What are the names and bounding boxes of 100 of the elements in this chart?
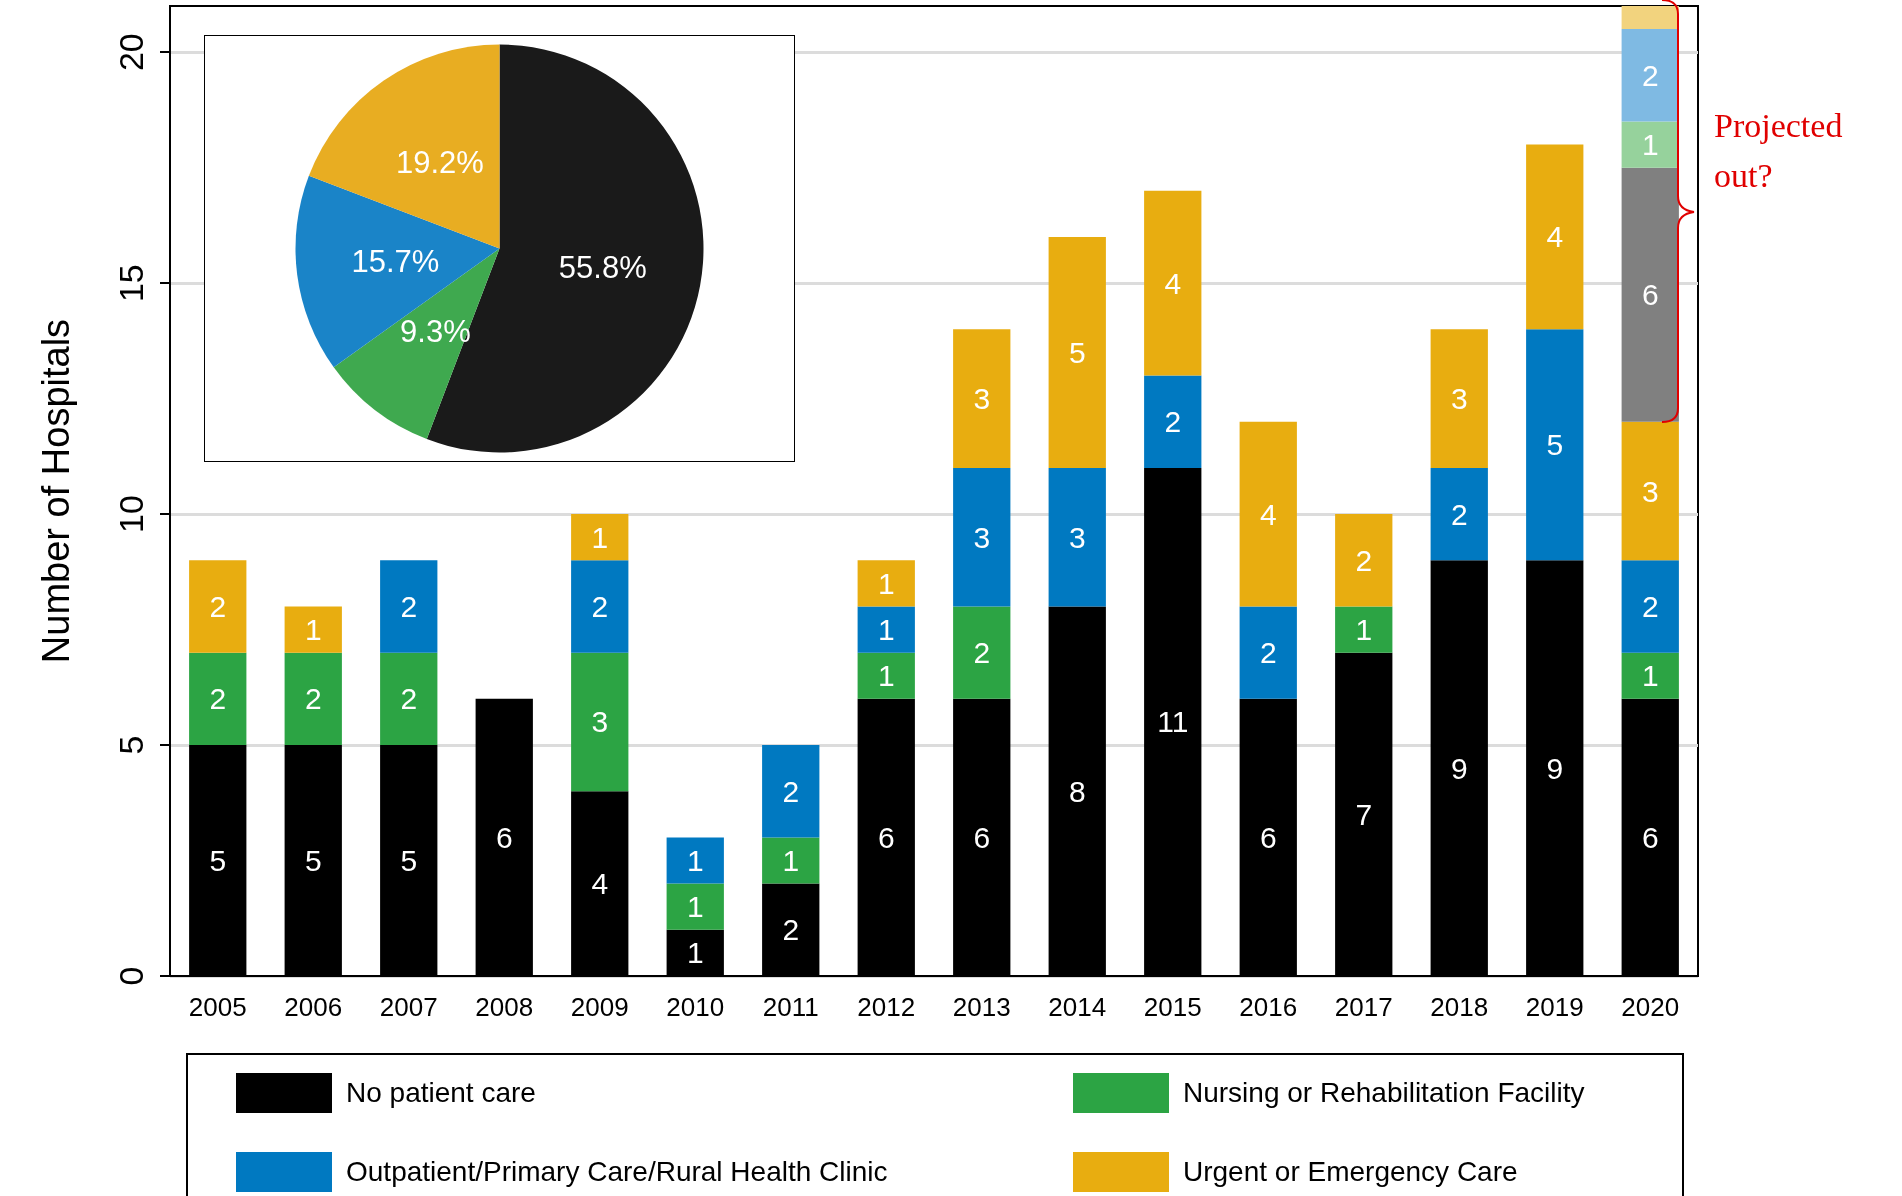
- data-label: 5: [304, 844, 322, 878]
- x-tick-label: 2007: [379, 992, 438, 1022]
- data-label: 1: [1641, 128, 1659, 162]
- bar: [762, 745, 820, 838]
- data-label: 2: [1641, 589, 1659, 623]
- bar: [380, 652, 438, 746]
- data-label: 11: [1157, 705, 1189, 739]
- data-label: 15.7%: [351, 244, 440, 280]
- x-tick-label: 2005: [188, 992, 247, 1022]
- bar: [571, 652, 629, 792]
- data-label: 1: [304, 613, 322, 647]
- bar: [1621, 421, 1679, 561]
- data-label: 6: [877, 820, 895, 854]
- data-label: 2: [591, 589, 609, 623]
- data-label: 9: [1450, 751, 1468, 785]
- bar: [666, 837, 724, 884]
- bar: [1144, 375, 1202, 468]
- bar: [1621, 652, 1679, 699]
- data-label: 1: [686, 936, 704, 970]
- data-label: 2: [209, 682, 227, 716]
- bar: [953, 606, 1011, 699]
- y-tick-label: 5: [112, 735, 150, 755]
- bar: [284, 606, 342, 653]
- data-label: 2: [209, 589, 227, 623]
- x-tick-label: 2018: [1430, 992, 1489, 1022]
- data-label: 7: [1355, 797, 1373, 831]
- data-label: 3: [973, 382, 991, 416]
- data-label: 6: [1259, 820, 1277, 854]
- x-tick-label: 2019: [1525, 992, 1584, 1022]
- data-label: 1: [686, 890, 704, 924]
- data-label: 6: [1641, 278, 1659, 312]
- x-tick-label: 2012: [857, 992, 916, 1022]
- data-label: 8: [1068, 774, 1086, 808]
- legend-label: Urgent or Emergency Care: [1183, 1156, 1518, 1188]
- data-label: 1: [1355, 613, 1373, 647]
- data-label: 3: [1641, 474, 1659, 508]
- bar: [1335, 514, 1393, 607]
- bar: [857, 606, 915, 653]
- data-label: 2: [400, 589, 418, 623]
- data-label: 1: [686, 844, 704, 878]
- bar: [571, 560, 629, 653]
- data-label: 4: [1259, 497, 1277, 531]
- data-label: 5: [400, 844, 418, 878]
- data-label: 2: [400, 682, 418, 716]
- data-label: 5: [209, 844, 227, 878]
- bar: [953, 467, 1011, 607]
- y-tick-label: 0: [112, 966, 150, 986]
- bar: [189, 560, 247, 653]
- bar: [284, 652, 342, 746]
- data-label: 3: [1068, 520, 1086, 554]
- bar: [1621, 6, 1679, 30]
- x-tick-label: 2006: [284, 992, 343, 1022]
- data-label: 2: [1641, 58, 1659, 92]
- x-tick-label: 2008: [475, 992, 534, 1022]
- text: Projected out?: [1714, 106, 1851, 194]
- x-tick-label: 2013: [952, 992, 1011, 1022]
- bar: [1239, 421, 1297, 607]
- data-label: 2: [1450, 497, 1468, 531]
- bar: [857, 560, 915, 607]
- x-tick-label: 2011: [762, 992, 819, 1022]
- data-label: 1: [591, 520, 609, 554]
- x-tick-label: 2010: [666, 992, 725, 1022]
- bar: [1526, 144, 1584, 330]
- data-label: 3: [973, 520, 991, 554]
- data-label: 4: [1546, 220, 1564, 254]
- data-label: 5: [1068, 335, 1086, 369]
- x-tick-label: 2017: [1334, 992, 1393, 1022]
- x-tick-label: 2020: [1621, 992, 1680, 1022]
- data-label: 9.3%: [400, 314, 471, 350]
- bar: [1239, 606, 1297, 699]
- data-label: 2: [973, 636, 991, 670]
- bar: [380, 560, 438, 653]
- bar: [1048, 467, 1106, 607]
- y-tick-label: 15: [112, 264, 150, 303]
- bar: [189, 652, 247, 746]
- data-label: 2: [782, 774, 800, 808]
- bar: [1621, 29, 1679, 122]
- data-label: 6: [973, 820, 991, 854]
- bar: [1048, 236, 1106, 468]
- bar: [1621, 121, 1679, 168]
- data-label: 1: [877, 566, 895, 600]
- y-axis-title: Number of Hospitals: [35, 318, 77, 664]
- data-label: 1: [1641, 659, 1659, 693]
- bar: [1621, 167, 1679, 422]
- data-label: 2: [782, 913, 800, 947]
- legend-label: Outpatient/Primary Care/Rural Health Clinic: [346, 1156, 888, 1188]
- bar: [1430, 329, 1488, 468]
- data-label: 19.2%: [395, 144, 484, 180]
- x-tick-label: 2015: [1143, 992, 1202, 1022]
- data-label: 6: [1641, 820, 1659, 854]
- data-label: 2: [1259, 636, 1277, 670]
- bar: [1526, 329, 1584, 561]
- data-label: 9: [1546, 751, 1564, 785]
- data-label: 2: [1164, 405, 1182, 439]
- data-label: 2: [304, 682, 322, 716]
- y-tick-label: 10: [112, 495, 150, 534]
- bar: [1144, 190, 1202, 376]
- data-label: 55.8%: [558, 250, 647, 286]
- bar: [571, 514, 629, 561]
- legend-label: No patient care: [346, 1077, 536, 1109]
